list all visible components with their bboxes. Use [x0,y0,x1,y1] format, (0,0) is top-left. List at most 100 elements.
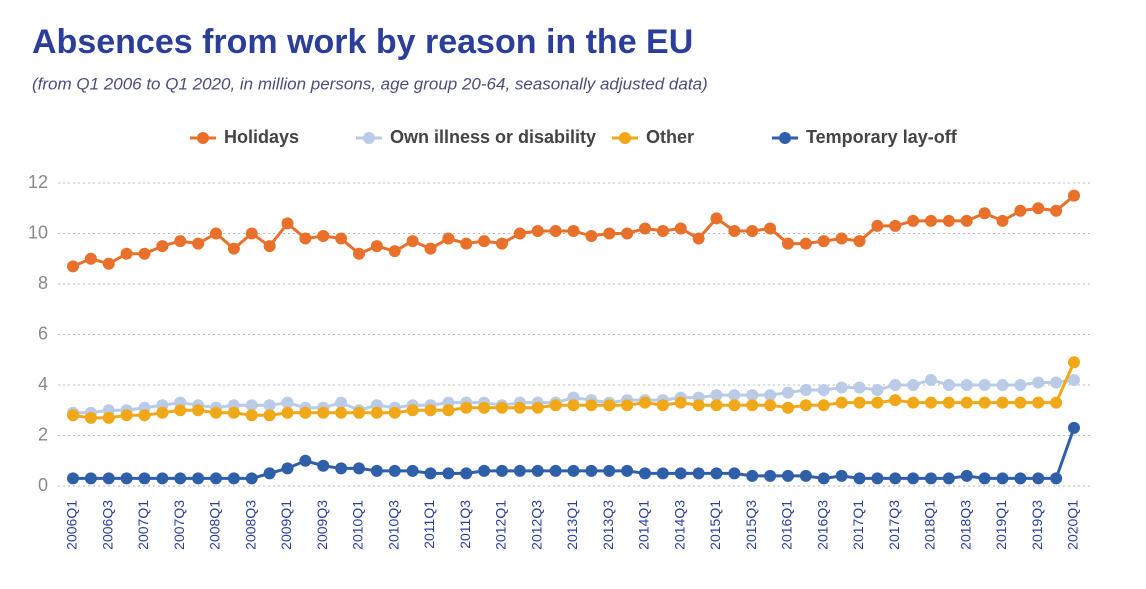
legend-marker [619,132,631,144]
x-tick-label: 2017Q1 [850,500,866,550]
data-point [1014,396,1027,409]
data-point [835,396,848,409]
data-point [674,222,687,235]
data-point [478,464,491,477]
x-tick-label: 2007Q1 [135,500,151,550]
data-point [817,472,830,485]
data-point [478,401,491,414]
x-tick-label: 2018Q1 [922,500,938,550]
data-point [174,235,187,248]
data-point [317,230,330,243]
x-tick-label: 2011Q1 [421,500,437,549]
y-tick-label: 10 [28,222,48,242]
data-point [424,467,437,480]
x-tick-label: 2010Q3 [385,500,401,550]
data-point [567,464,580,477]
chart-title: Absences from work by reason in the EU [32,23,693,61]
data-point [1032,472,1045,485]
data-point [835,232,848,245]
data-point [388,464,401,477]
data-point [1014,204,1027,217]
y-tick-label: 0 [38,475,48,495]
x-tick-label: 2007Q3 [171,500,187,550]
data-point [782,386,794,399]
data-point [746,389,759,402]
legend-label: Temporary lay-off [806,127,958,147]
data-point [960,396,973,409]
data-point [585,399,598,412]
data-point [353,247,365,260]
data-point [281,396,294,409]
data-point [799,469,812,482]
data-point [710,389,723,402]
data-point [263,240,276,253]
x-tick-label: 2009Q1 [278,500,294,550]
data-point [656,224,669,237]
data-point [335,232,348,245]
data-point [746,399,759,412]
data-point [817,235,830,248]
data-point [710,212,723,225]
data-point [585,464,598,477]
data-point [102,411,115,424]
data-point [442,467,455,480]
data-point [942,396,955,409]
x-tick-label: 2012Q1 [493,500,509,550]
data-point [299,454,312,467]
data-point [871,472,884,485]
data-point [1050,396,1063,409]
data-point [782,401,794,414]
data-point [1068,421,1080,434]
data-point [1014,472,1027,485]
chart-subtitle: (from Q1 2006 to Q1 2020, in million per… [32,74,708,93]
data-point [531,464,544,477]
data-point [496,237,508,250]
data-point [370,464,383,477]
data-point [996,379,1009,391]
x-tick-label: 2014Q1 [636,500,652,550]
data-point [996,472,1009,485]
data-point [442,404,455,417]
data-point [174,404,187,417]
data-point [317,406,330,419]
data-point [728,467,741,480]
x-tick-label: 2020Q1 [1065,500,1081,550]
data-point [370,240,383,253]
data-point [406,235,419,248]
data-point [978,396,991,409]
data-point [639,396,651,409]
data-point [1032,376,1045,389]
data-point [710,399,723,412]
legend-marker [197,132,209,144]
data-point [925,214,937,227]
y-tick-label: 12 [28,172,48,192]
data-point [531,401,544,414]
data-point [138,247,151,260]
legend-label: Other [646,127,694,147]
data-point [245,472,258,485]
data-point [960,379,973,391]
data-point [710,467,723,480]
x-tick-label: 2013Q1 [564,500,580,550]
data-point [907,214,920,227]
data-point [281,406,294,419]
data-point [871,219,884,232]
data-point [299,406,312,419]
data-point [764,222,777,235]
data-point [84,472,97,485]
data-point [1068,356,1080,369]
data-point [925,373,937,386]
data-point [138,472,151,485]
x-tick-label: 2010Q1 [350,500,366,550]
data-point [513,227,526,240]
data-point [120,472,133,485]
data-point [978,207,991,220]
data-point [424,242,437,255]
data-point [406,404,419,417]
data-point [227,242,240,255]
data-point [907,379,920,391]
data-point [263,399,276,412]
data-point [513,401,526,414]
data-point [174,472,187,485]
data-point [353,406,365,419]
